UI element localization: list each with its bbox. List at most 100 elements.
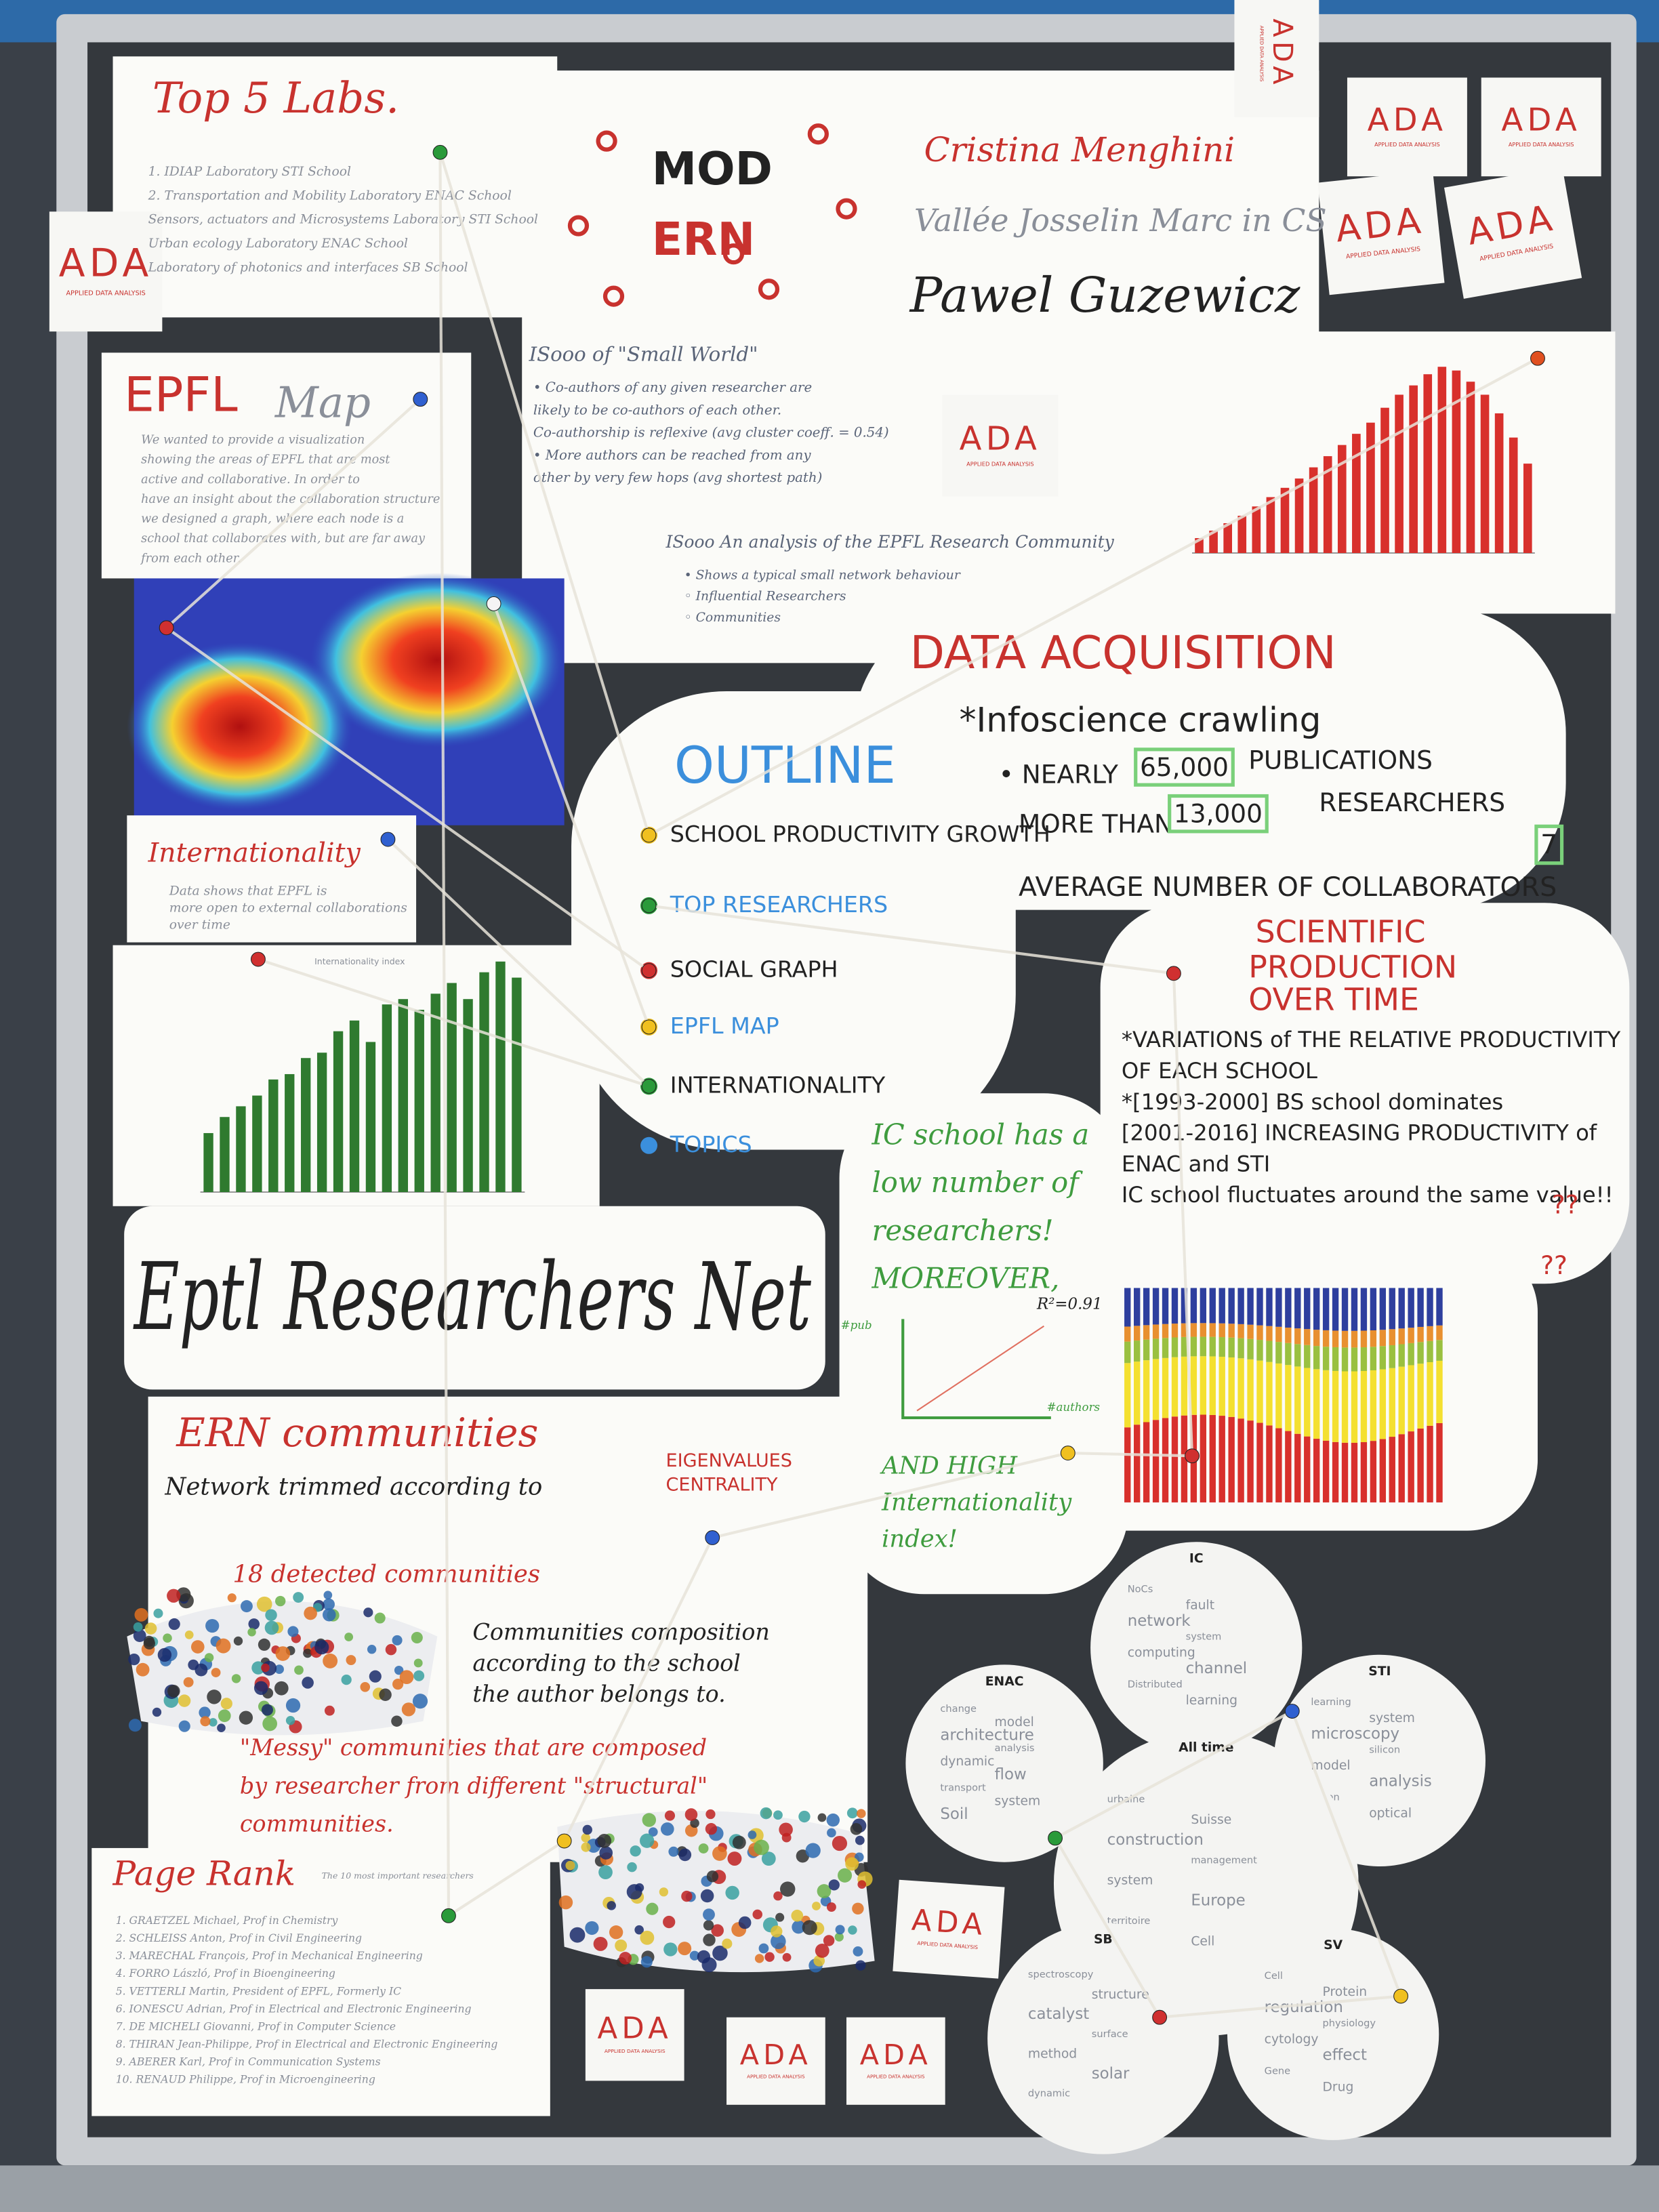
network-node xyxy=(253,1681,268,1696)
scientific-production-lines: *VARIATIONS of THE RELATIVE PRODUCTIVITY xyxy=(1122,1027,1621,1052)
network-node xyxy=(758,1943,769,1954)
stacked-segment xyxy=(1134,1361,1141,1425)
pin xyxy=(1152,2009,1168,2025)
stacked-segment xyxy=(1162,1324,1169,1338)
communities-composition: according to the school xyxy=(472,1650,740,1676)
stacked-segment xyxy=(1341,1442,1349,1502)
stacked-segment xyxy=(1294,1344,1301,1367)
page-rank-items: 2. SCHLEISS Anton, Prof in Civil Enginee… xyxy=(115,1932,362,1944)
stacked-segment xyxy=(1436,1325,1443,1340)
internationality-paper xyxy=(127,815,417,943)
stacked-segment xyxy=(1256,1288,1263,1326)
network-node xyxy=(791,1909,804,1922)
heat-spot xyxy=(310,573,565,748)
epfl-map-lines: have an insight about the collaboration … xyxy=(141,493,440,506)
bar xyxy=(1409,385,1418,553)
stacked-segment xyxy=(1152,1324,1160,1339)
network-node xyxy=(233,1636,243,1646)
network-node xyxy=(262,1716,278,1732)
network-node xyxy=(664,1810,676,1821)
network-node xyxy=(817,1884,832,1898)
stacked-segment xyxy=(1218,1323,1225,1338)
stacked-segment xyxy=(1247,1359,1254,1421)
stacked-segment xyxy=(1218,1416,1225,1502)
network-node xyxy=(626,1884,642,1900)
thread xyxy=(562,1537,714,1842)
word-cloud-disc xyxy=(905,1664,1103,1862)
highlight-box xyxy=(1534,824,1564,865)
network-node xyxy=(857,1809,866,1818)
network-node xyxy=(690,1818,699,1828)
word-cloud-word: Drug xyxy=(1323,2080,1354,2094)
stacked-segment xyxy=(1332,1441,1339,1502)
stacked-segment xyxy=(1143,1325,1150,1340)
sticker xyxy=(1481,77,1601,177)
network-node xyxy=(152,1707,162,1717)
network-node xyxy=(678,1942,692,1956)
bar xyxy=(1252,506,1261,553)
outline-cloud xyxy=(571,691,1016,1150)
network-node xyxy=(855,1852,864,1862)
outline-title: OUTLINE xyxy=(674,735,896,795)
network-node xyxy=(265,1609,277,1621)
thread xyxy=(648,356,1538,837)
stacked-segment xyxy=(1181,1336,1188,1357)
network-node xyxy=(852,1902,864,1915)
analysis-items: • Shows a typical small network behaviou… xyxy=(684,568,961,582)
network-node xyxy=(274,1664,284,1674)
communities-detected: 18 detected communities xyxy=(232,1561,540,1589)
network-node xyxy=(792,1920,806,1934)
network-node xyxy=(780,1881,796,1897)
pin xyxy=(641,1078,657,1094)
network-node xyxy=(157,1647,172,1662)
stacked-segment xyxy=(1379,1439,1386,1502)
word-cloud-word: Suisse xyxy=(1191,1813,1231,1827)
thread xyxy=(438,152,451,1916)
stacked-segment xyxy=(1398,1288,1405,1329)
bar xyxy=(1380,407,1389,553)
network-node xyxy=(630,1845,641,1857)
network-node xyxy=(782,1952,792,1962)
data-acquisition-collaborators: AVERAGE NUMBER OF COLLABORATORS xyxy=(1019,872,1557,903)
network-node xyxy=(218,1709,231,1723)
network-node xyxy=(754,1839,769,1856)
network-node xyxy=(678,1848,692,1862)
word-cloud-disc xyxy=(1090,1542,1303,1754)
stacked-segment xyxy=(1351,1347,1358,1372)
top-labs-items: 1. IDIAP Laboratory STI School xyxy=(148,165,351,179)
bar xyxy=(1509,437,1518,553)
word-cloud-word: optical xyxy=(1369,1806,1412,1820)
word-cloud-word: network xyxy=(1128,1612,1191,1630)
pin xyxy=(705,1530,720,1545)
network-node xyxy=(773,1891,783,1901)
word-cloud-word: surface xyxy=(1092,2028,1128,2040)
network-node xyxy=(204,1653,214,1662)
thread xyxy=(387,838,650,1088)
stacked-segment xyxy=(1322,1440,1330,1502)
epfl-map-lines: from each other. xyxy=(140,552,241,565)
outline-items: EPFL MAP xyxy=(670,1012,779,1039)
network-node xyxy=(360,1682,371,1692)
sticker xyxy=(1347,77,1467,177)
production-cloud xyxy=(1100,903,1630,1284)
communities-composition: the author belongs to. xyxy=(472,1681,725,1707)
stacked-segment xyxy=(1417,1428,1424,1502)
network-node xyxy=(706,1870,719,1883)
ada-label: ADA xyxy=(1267,18,1298,88)
network-node xyxy=(144,1622,157,1635)
outline-items: SOCIAL GRAPH xyxy=(670,956,838,983)
network-node xyxy=(379,1688,392,1701)
ada-subtitle: APPLIED DATA ANALYSIS xyxy=(747,2073,805,2079)
sticker xyxy=(49,211,163,332)
stacked-segment xyxy=(1379,1330,1386,1347)
stacked-segment xyxy=(1285,1431,1292,1502)
network-node xyxy=(413,1670,425,1681)
network-node xyxy=(256,1596,272,1612)
network-node xyxy=(773,1810,783,1820)
stacked-segment xyxy=(1294,1328,1301,1345)
stacked-segment xyxy=(1304,1345,1311,1368)
stacked-segment xyxy=(1152,1359,1160,1420)
